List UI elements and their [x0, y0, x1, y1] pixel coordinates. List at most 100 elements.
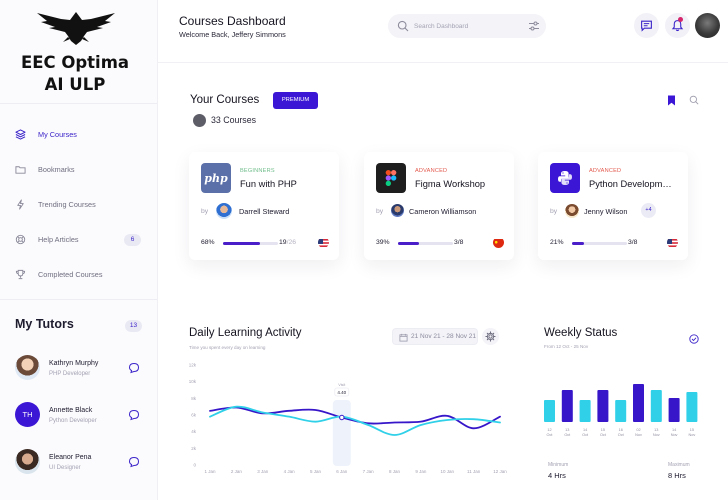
bar-month-label: Oct — [618, 433, 625, 437]
tooltip-point — [339, 414, 345, 421]
sidebar-item-help-articles[interactable]: Help Articles 6 — [0, 222, 157, 257]
activity-subtitle: Time you spent every day on learning — [189, 345, 266, 350]
settings-button[interactable] — [482, 328, 499, 345]
weekly-bar — [597, 390, 609, 422]
course-card[interactable]: ADVANCED Python Developm… by Jenny Wilso… — [538, 152, 688, 260]
chat-icon[interactable] — [128, 362, 140, 374]
sidebar-item-label: My Courses — [38, 130, 77, 139]
sidebar-item-bookmarks[interactable]: Bookmarks — [0, 152, 157, 187]
bar-month-label: Nov — [635, 433, 642, 437]
progress-percent: 39% — [376, 239, 390, 246]
tutor-name: Jenny Wilson — [584, 207, 628, 216]
highlight-column — [332, 400, 351, 466]
message-icon — [641, 20, 652, 32]
sidebar-item-label: Trending Courses — [38, 200, 96, 209]
course-card[interactable]: ADVANCED Figma Workshop by Cameron Willi… — [364, 152, 514, 260]
bar-day-label: 16 — [619, 428, 623, 432]
chat-icon[interactable] — [128, 456, 140, 468]
x-tick-label: 9 Jan — [415, 469, 427, 474]
date-range-text: 21 Nov 21 - 28 Nov 21 — [411, 333, 477, 340]
tutor-name: Kathryn Murphy — [49, 360, 99, 367]
series-line-1 — [209, 405, 501, 436]
weekly-status-chart: 12Oct13Oct14Oct15Oct16Oct02Nov13Nov14Nov… — [544, 384, 698, 437]
progress-fill — [398, 242, 420, 245]
php-logo-icon: php — [201, 163, 231, 193]
weekly-bar — [544, 400, 555, 422]
maximum-value: 8 Hrs — [668, 471, 686, 480]
weekly-title: Weekly Status — [544, 327, 618, 339]
x-tick-label: 10 Jan — [441, 469, 455, 474]
courses-count: 33 Courses — [211, 115, 256, 125]
x-tick-label: 12 Jan — [493, 469, 507, 474]
gear-icon — [485, 331, 496, 342]
daily-activity-chart: 0 2k 4k 6k 8k 10k 12k 1 Jan 2 Jan 3 Jan 4 Jan 5 Jan… — [189, 363, 507, 475]
x-tick-label: 3 Jan — [257, 469, 269, 474]
y-tick-label: 6k — [191, 413, 197, 418]
user-avatar[interactable] — [695, 13, 720, 38]
tooltip-label: Visit — [338, 383, 346, 387]
lessons-count: 3/8 — [628, 239, 637, 246]
weekly-bar — [579, 400, 591, 422]
x-tick-label: 1 Jan — [204, 469, 216, 474]
lifebuoy-icon — [14, 234, 26, 246]
avatar — [15, 355, 40, 380]
x-tick-label: 7 Jan — [363, 469, 375, 474]
sidebar-item-trending[interactable]: Trending Courses — [0, 187, 157, 222]
tutor-role: Python Developer — [49, 418, 97, 424]
bar-day-label: 14 — [583, 428, 587, 432]
avatar — [391, 204, 404, 217]
search-icon[interactable] — [689, 95, 699, 105]
y-tick-label: 2k — [191, 446, 197, 451]
sidebar-item-label: Bookmarks — [38, 165, 75, 174]
eagle-logo-icon — [37, 12, 115, 45]
progress-bar — [223, 242, 278, 245]
check-circle-icon[interactable] — [689, 334, 699, 344]
tutor-item[interactable]: Eleanor Pena UI Designer — [15, 449, 145, 477]
notifications-button[interactable] — [665, 13, 690, 38]
course-name: Python Developm… — [589, 179, 672, 189]
messages-button[interactable] — [634, 13, 659, 38]
maximum-label: Maximum — [668, 462, 690, 468]
notification-dot — [678, 17, 683, 22]
us-flag-icon — [667, 237, 678, 248]
calendar-icon — [399, 333, 408, 342]
logo-text: php — [204, 171, 228, 185]
sidebar-item-label: Help Articles — [38, 235, 79, 244]
tutor-item[interactable]: TH Annette Black Python Developer — [15, 402, 145, 430]
sidebar-nav: My Courses Bookmarks Trending Courses He… — [0, 117, 157, 292]
minimum-value: 4 Hrs — [548, 471, 566, 480]
chat-icon[interactable] — [128, 409, 140, 421]
weekly-bar — [615, 400, 627, 422]
x-tick-label: 4 Jan — [284, 469, 296, 474]
section-title: Your Courses — [190, 94, 260, 106]
weekly-bar — [633, 384, 644, 422]
premium-button[interactable]: PREMIUM — [273, 92, 318, 109]
course-level: ADVANCED — [589, 168, 622, 174]
avatar — [565, 204, 579, 218]
avatar — [216, 203, 232, 219]
weekly-bar — [650, 390, 662, 422]
bar-day-label: 13 — [654, 428, 658, 432]
search-input[interactable] — [414, 18, 514, 34]
tutor-name: Annette Black — [49, 407, 93, 414]
sidebar-item-my-courses[interactable]: My Courses — [0, 117, 157, 152]
y-tick-label: 10k — [189, 379, 197, 384]
x-tick-label: 6 Jan — [336, 469, 348, 474]
lessons-count: 19/26 — [279, 239, 296, 246]
by-label: by — [201, 208, 209, 215]
course-card[interactable]: php BEGINNERS Fun with PHP by Darrell St… — [189, 152, 339, 260]
filter-icon[interactable] — [528, 20, 540, 32]
tutor-item[interactable]: Kathryn Murphy PHP Developer — [15, 355, 145, 383]
date-range-picker[interactable]: 21 Nov 21 - 28 Nov 21 — [392, 328, 478, 345]
bolt-icon — [14, 199, 26, 211]
course-level: BEGINNERS — [240, 168, 275, 174]
bookmark-icon[interactable] — [667, 95, 676, 106]
weekly-bar — [686, 392, 698, 422]
more-tutors-badge[interactable]: +4 — [641, 203, 656, 218]
weekly-subtitle: From 12 Oct - 25 Nov — [544, 344, 589, 349]
x-tick-label: 11 Jan — [467, 469, 481, 474]
sidebar-item-completed-courses[interactable]: Completed Courses — [0, 257, 157, 292]
tooltip-value: 4.40 — [337, 390, 346, 395]
tutors-title: My Tutors — [15, 317, 74, 331]
brand-name: EEC Optima AI ULP — [0, 52, 150, 96]
